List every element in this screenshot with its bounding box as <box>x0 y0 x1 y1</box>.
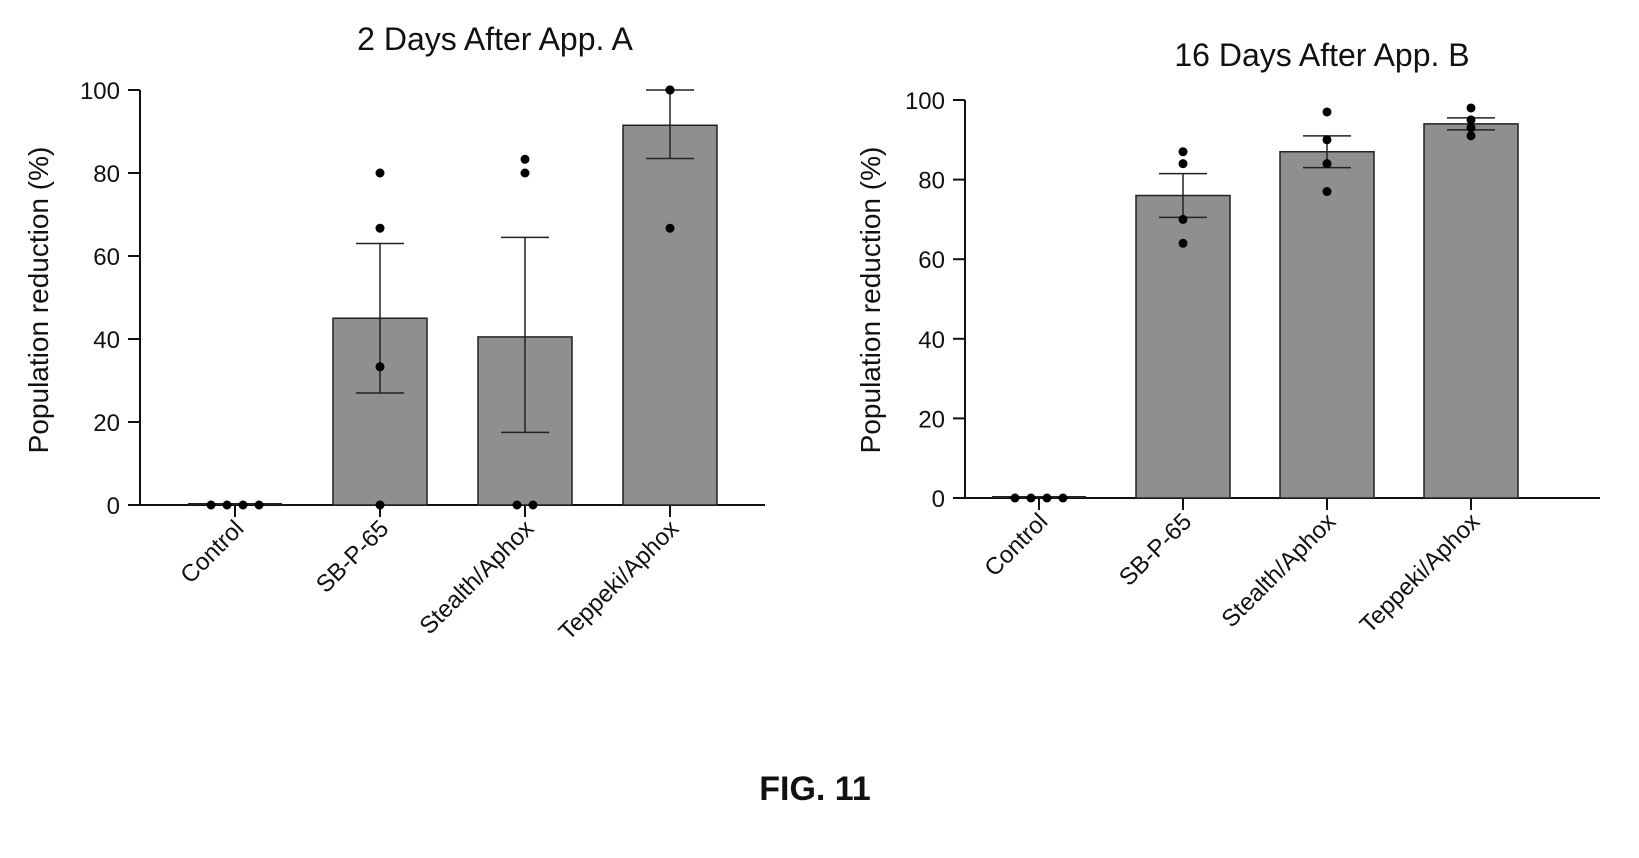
chart-b-data-point <box>1466 131 1476 141</box>
chart-a-data-point <box>528 500 538 510</box>
chart-a-y-tick-label: 0 <box>107 493 120 520</box>
figure-caption: FIG. 11 <box>759 770 871 808</box>
chart-b-data-point <box>1322 187 1332 197</box>
chart-a-data-point <box>375 362 385 372</box>
chart-b-data-point <box>1466 123 1476 133</box>
chart-a-data-point <box>238 500 248 510</box>
chart-a: 2 Days After App. A Population reduction… <box>23 21 765 646</box>
chart-a-y-tick-label: 60 <box>93 244 120 271</box>
chart-b-data-point <box>1466 115 1476 125</box>
chart-a-data-point <box>512 500 522 510</box>
chart-b-category-label: Control <box>979 508 1053 582</box>
chart-a-data-point <box>520 154 530 164</box>
chart-a-data-point <box>665 85 675 95</box>
chart-b-data-point <box>1178 147 1188 157</box>
chart-b-data-point <box>1322 159 1332 169</box>
chart-b-y-tick-label: 60 <box>918 247 945 274</box>
chart-b-y-tick-label: 0 <box>932 486 945 513</box>
chart-a-data-point <box>222 500 232 510</box>
chart-b-data-point <box>1178 238 1188 248</box>
chart-a-category-label: Teppeki/Aphox <box>554 515 684 645</box>
chart-a-bar <box>622 124 718 506</box>
chart-b-bar <box>1279 150 1375 499</box>
chart-a-data-point <box>375 500 385 510</box>
chart-b-data-point <box>1026 493 1036 503</box>
chart-b-data-point <box>1322 135 1332 145</box>
chart-a-data-point <box>254 500 264 510</box>
chart-b-category-label: Teppeki/Aphox <box>1355 508 1485 638</box>
chart-b-y-axis-label: Population reduction (%) <box>855 147 886 454</box>
chart-b-data-point <box>1010 493 1020 503</box>
chart-b-y-tick-label: 100 <box>905 88 945 115</box>
chart-b-data-point <box>1042 493 1052 503</box>
chart-b-title: 16 Days After App. B <box>1174 37 1469 73</box>
chart-a-title: 2 Days After App. A <box>357 21 633 57</box>
chart-b-data-point <box>1322 107 1332 117</box>
chart-a-y-tick-label: 20 <box>93 410 120 437</box>
chart-a-data-point <box>520 168 530 178</box>
chart-b-bar <box>1423 123 1519 499</box>
chart-a-y-tick-label: 80 <box>93 161 120 188</box>
chart-b-y-tick-label: 80 <box>918 168 945 195</box>
chart-b-data-point <box>1466 103 1476 113</box>
chart-a-category-label: SB-P-65 <box>311 515 394 598</box>
chart-a-data-point <box>375 223 385 233</box>
chart-b-y-tick-label: 40 <box>918 327 945 354</box>
chart-a-data-point <box>206 500 216 510</box>
chart-a-y-tick-label: 100 <box>80 78 120 105</box>
chart-a-category-label: Stealth/Aphox <box>414 515 539 640</box>
chart-b: 16 Days After App. B Population reductio… <box>855 37 1600 639</box>
chart-b-category-label: Stealth/Aphox <box>1216 508 1341 633</box>
chart-a-category-label: Control <box>175 515 249 589</box>
chart-b-category-label: SB-P-65 <box>1114 508 1197 591</box>
chart-a-data-point <box>375 168 385 178</box>
chart-b-y-tick-label: 20 <box>918 406 945 433</box>
chart-b-data-point <box>1178 159 1188 169</box>
chart-a-y-axis-label: Population reduction (%) <box>23 147 54 454</box>
chart-a-data-point <box>665 223 675 233</box>
chart-b-data-point <box>1058 493 1068 503</box>
chart-b-data-point <box>1178 214 1188 224</box>
chart-a-y-tick-label: 40 <box>93 327 120 354</box>
